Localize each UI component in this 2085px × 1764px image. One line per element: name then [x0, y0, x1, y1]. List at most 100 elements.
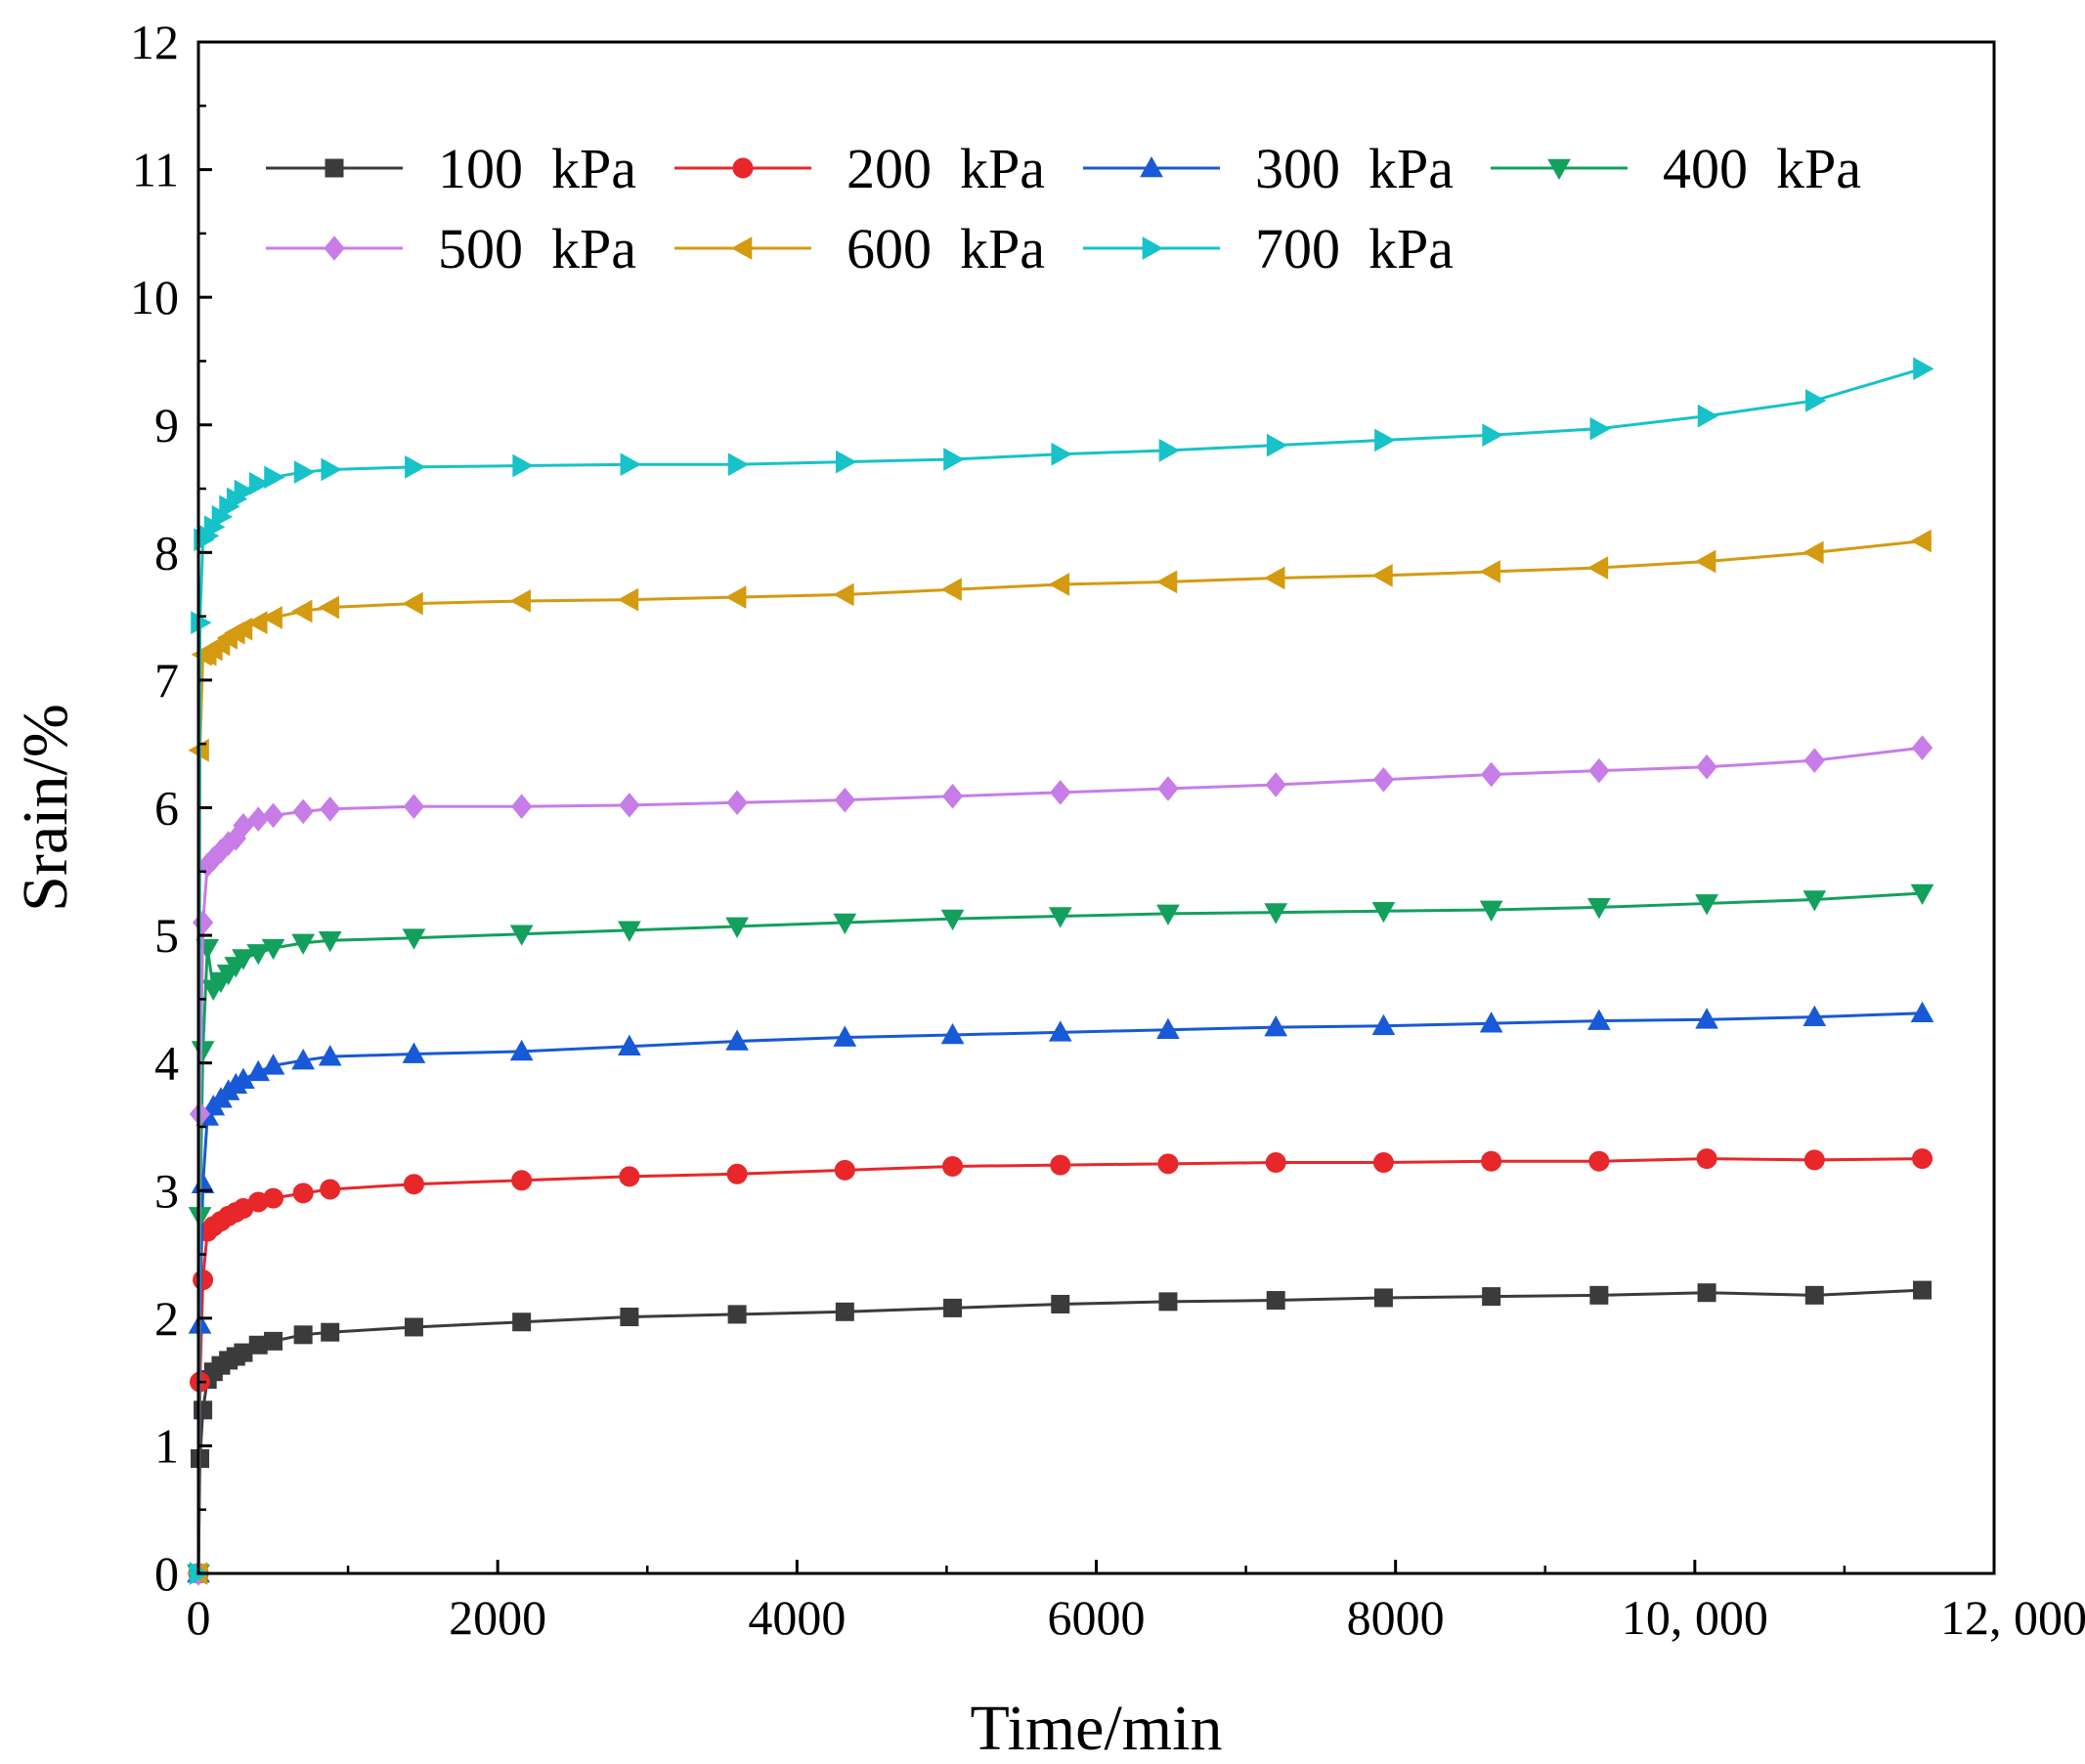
legend-item: 700 kPa: [1083, 217, 1454, 280]
data-point: [1482, 423, 1503, 448]
data-point: [232, 949, 255, 970]
data-point: [1482, 1287, 1501, 1307]
data-point: [291, 933, 316, 955]
data-point: [292, 798, 314, 825]
series-3: [187, 1001, 1934, 1583]
data-point: [1156, 1017, 1180, 1040]
data-point: [318, 931, 342, 953]
data-point: [726, 790, 748, 816]
data-point: [1805, 389, 1827, 412]
data-point: [1479, 1011, 1503, 1033]
data-point: [618, 921, 641, 942]
data-point: [835, 1302, 854, 1321]
data-point: [1048, 907, 1072, 928]
data-point: [1374, 428, 1396, 452]
legend-marker: [730, 237, 753, 260]
y-axis-title: Srain/%: [10, 704, 81, 912]
data-point: [1587, 898, 1611, 920]
data-point: [1589, 1285, 1609, 1305]
y-tick-label: 10: [130, 270, 179, 324]
data-point: [618, 1034, 641, 1055]
x-tick-label: 0: [187, 1590, 211, 1645]
data-point: [941, 783, 964, 809]
data-point: [1048, 1020, 1072, 1042]
data-point: [291, 599, 313, 624]
data-point: [833, 913, 857, 935]
data-point: [1697, 1283, 1716, 1303]
data-point: [1371, 563, 1393, 587]
data-point: [261, 606, 282, 629]
legend-item: 500 kPa: [266, 217, 636, 280]
data-point: [833, 1025, 857, 1047]
data-point: [1913, 1280, 1933, 1300]
data-point: [1157, 1153, 1179, 1175]
data-point: [1589, 416, 1611, 441]
data-point: [727, 452, 750, 477]
data-point: [1697, 404, 1719, 428]
data-point: [834, 1159, 855, 1181]
x-tick-label: 8000: [1347, 1590, 1445, 1645]
data-point: [1050, 780, 1071, 805]
data-point: [1051, 442, 1072, 466]
legend-marker: [732, 157, 754, 179]
data-point: [1048, 573, 1070, 596]
data-point: [402, 591, 423, 616]
data-point: [620, 1308, 639, 1327]
data-point: [509, 1039, 534, 1061]
data-point: [321, 457, 342, 482]
series-1: [189, 1280, 1933, 1583]
data-point: [1695, 894, 1718, 916]
data-point: [1480, 761, 1502, 788]
series-layer: [186, 357, 1934, 1586]
data-point: [620, 452, 641, 477]
series-7: [189, 357, 1934, 1585]
y-tick-label: 8: [154, 525, 179, 580]
x-tick-label: 10, 000: [1622, 1590, 1768, 1645]
data-point: [1695, 1008, 1718, 1029]
data-point: [404, 1317, 423, 1337]
data-point: [402, 928, 426, 950]
data-point: [263, 1187, 284, 1209]
y-tick-label: 5: [154, 908, 179, 963]
data-point: [193, 1269, 214, 1291]
data-point: [320, 1179, 341, 1200]
data-point: [1051, 1294, 1070, 1313]
data-point: [231, 617, 253, 641]
data-point: [1696, 753, 1717, 780]
data-point: [1265, 772, 1286, 797]
data-point: [1050, 1154, 1071, 1176]
data-point: [192, 910, 214, 935]
data-point: [1158, 1292, 1178, 1312]
data-point: [1910, 883, 1934, 906]
data-point: [262, 802, 284, 829]
data-point: [834, 787, 855, 813]
data-point: [1481, 1150, 1502, 1172]
series-line: [196, 366, 1923, 1574]
series-line: [196, 539, 1923, 1574]
data-point: [234, 479, 255, 503]
data-point: [1803, 890, 1827, 912]
x-tick-label: 2000: [449, 1590, 546, 1645]
y-tick-label: 2: [154, 1291, 179, 1346]
data-point: [261, 938, 285, 961]
data-point: [1911, 735, 1933, 760]
series-line: [196, 891, 1923, 1574]
data-point: [321, 1322, 340, 1342]
legend-label: 700 kPa: [1255, 217, 1454, 280]
data-point: [725, 1029, 749, 1051]
data-point: [402, 1042, 426, 1063]
data-point: [725, 917, 749, 938]
data-point: [1264, 566, 1285, 590]
data-point: [943, 448, 965, 471]
data-point: [940, 909, 965, 931]
series-line: [196, 1288, 1923, 1574]
legend-label: 100 kPa: [438, 137, 636, 200]
data-point: [1910, 1001, 1934, 1023]
data-point: [1157, 776, 1179, 801]
y-tick-label: 1: [154, 1418, 179, 1473]
y-tick-label: 6: [154, 781, 179, 836]
data-point: [194, 1400, 213, 1420]
data-point: [403, 794, 425, 819]
data-point: [1586, 556, 1609, 580]
legend-label: 500 kPa: [438, 217, 636, 280]
